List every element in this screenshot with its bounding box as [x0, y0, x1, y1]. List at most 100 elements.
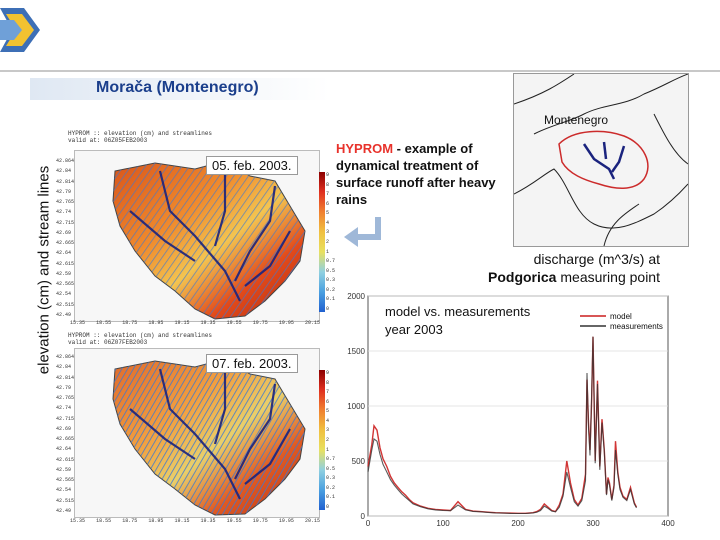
y-tick-label: 500 — [352, 457, 366, 466]
colorbar-tick-label: 0.7 — [326, 258, 336, 265]
discharge-chart: 0 500 1000 1500 2000 0 100 200 300 400 model vs.… — [347, 292, 675, 528]
map-ytick-label: 42.64 — [56, 446, 72, 453]
map-xtick-label: 20.15 — [304, 518, 320, 524]
map-ytick-label: 42.54 — [56, 291, 72, 298]
header-bar — [0, 0, 720, 72]
map-xtick-label: 18.55 — [96, 518, 112, 524]
series-line-model — [367, 336, 638, 515]
map-ytick-label: 42.615 — [56, 456, 75, 463]
colorbar-tick-label: 0.3 — [326, 475, 336, 482]
y-tick-label: 1000 — [347, 402, 365, 411]
vertical-axis-label: elevation (cm) and stream lines — [34, 100, 54, 440]
map-ytick-label: 42.515 — [56, 301, 75, 308]
chart-legend: model measurements — [580, 312, 663, 331]
colorbar-tick-label: 0.5 — [326, 465, 336, 472]
map-xtick-label: 19.35 — [200, 320, 216, 326]
montenegro-inset-map: Montenegro — [513, 73, 689, 247]
map-ytick-label: 42.665 — [56, 240, 75, 247]
elevation-map-1 — [74, 150, 320, 322]
map-xtick-label: 18.95 — [148, 320, 164, 326]
hyprom-annotation: HYPROM - example of dynamical treatment … — [336, 140, 511, 208]
hyprom-description: - example of dynamical treatment of surf… — [336, 141, 496, 207]
map-ytick-label: 42.515 — [56, 497, 75, 504]
colorbar-tick-label: 5 — [326, 408, 330, 415]
colorbar-tick-label: 0 — [326, 503, 330, 510]
colorbar-tick-label: 7 — [326, 191, 330, 198]
map-ytick-label: 42.59 — [56, 466, 72, 473]
map-ytick-label: 42.565 — [56, 477, 75, 484]
map-xtick-label: 19.55 — [226, 320, 242, 326]
map-ytick-label: 42.59 — [56, 270, 72, 277]
map-ytick-label: 42.84 — [56, 168, 72, 175]
map-xtick-label: 19.35 — [200, 518, 216, 524]
map-2-xticks: 15.35 18.55 18.75 18.95 19.15 19.35 19.55 19.75… — [70, 518, 320, 524]
map-ytick-label: 42.814 — [56, 178, 75, 185]
legend-label-model: model — [610, 312, 632, 321]
map-xtick-label: 19.75 — [252, 320, 268, 326]
discharge-caption: discharge (m^3/s) at Podgorica measuring… — [440, 250, 660, 286]
map-ytick-label: 42.69 — [56, 229, 72, 236]
map-xtick-label: 18.95 — [148, 518, 164, 524]
colorbar-tick-label: 0.1 — [326, 494, 336, 501]
map-ytick-label: 42.765 — [56, 199, 75, 206]
map-2-colorbar-ticks: 9 8 7 6 5 4 3 2 1 0.7 0.5 0.3 0.2 0.1 0 — [326, 370, 335, 510]
colorbar-tick-label: 3 — [326, 427, 330, 434]
x-tick-label: 300 — [586, 519, 600, 528]
map-2-date: 07. feb. 2003. — [206, 354, 298, 373]
map-xtick-label: 19.15 — [174, 320, 190, 326]
colorbar-tick-label: 0.3 — [326, 277, 336, 284]
map-ytick-label: 42.74 — [56, 209, 72, 216]
slide-title: Morača (Montenegro) — [96, 79, 259, 96]
map-1-yticks: 42.864 42.84 42.814 42.79 42.765 42.74 42.715 4… — [56, 158, 74, 318]
discharge-line-2-rest: measuring point — [556, 269, 660, 285]
colorbar-tick-label: 0.2 — [326, 484, 336, 491]
map-ytick-label: 42.69 — [56, 425, 72, 432]
chart-subtitle: year 2003 — [385, 322, 443, 337]
map-xtick-label: 18.75 — [122, 518, 138, 524]
colorbar-tick-label: 3 — [326, 229, 330, 236]
colorbar-tick-label: 0 — [326, 305, 330, 312]
map-ytick-label: 42.814 — [56, 374, 75, 381]
map-2-colorbar — [319, 370, 325, 510]
map-1-xticks: 15.35 18.55 18.75 18.95 19.15 19.35 19.55 19.75… — [70, 320, 320, 326]
colorbar-tick-label: 4 — [326, 219, 330, 226]
map-ytick-label: 42.54 — [56, 487, 72, 494]
map-ytick-label: 42.64 — [56, 250, 72, 257]
chart-title: model vs. measurements — [385, 304, 531, 319]
discharge-line-2: Podgorica measuring point — [440, 268, 660, 286]
map-ytick-label: 42.79 — [56, 384, 72, 391]
colorbar-tick-label: 6 — [326, 398, 330, 405]
map-ytick-label: 42.74 — [56, 405, 72, 412]
map-2-yticks: 42.864 42.84 42.814 42.79 42.765 42.74 42.715 4… — [56, 354, 74, 514]
colorbar-tick-label: 1 — [326, 446, 330, 453]
colorbar-tick-label: 0.7 — [326, 456, 336, 463]
colorbar-tick-label: 9 — [326, 370, 330, 376]
map-1-header: HYPROM :: elevation (cm) and streamlines… — [68, 130, 212, 144]
colorbar-tick-label: 8 — [326, 379, 330, 386]
map-2-header: HYPROM :: elevation (cm) and streamlines… — [68, 332, 212, 346]
map-xtick-label: 19.95 — [278, 320, 294, 326]
curved-arrow-icon — [344, 217, 381, 247]
colorbar-tick-label: 2 — [326, 238, 330, 245]
y-tick-label: 2000 — [347, 292, 365, 301]
map-ytick-label: 42.615 — [56, 260, 75, 267]
x-tick-label: 0 — [366, 519, 371, 528]
colorbar-tick-label: 5 — [326, 210, 330, 217]
x-tick-label: 200 — [511, 519, 525, 528]
y-tick-label: 0 — [361, 512, 366, 521]
colorbar-tick-label: 0.1 — [326, 296, 336, 303]
colorbar-tick-label: 0.2 — [326, 286, 336, 293]
map-ytick-label: 42.715 — [56, 415, 75, 422]
map-xtick-label: 15.35 — [70, 320, 86, 326]
vertical-axis-label-text: elevation (cm) and stream lines — [35, 165, 53, 375]
map-ytick-label: 42.565 — [56, 281, 75, 288]
map-1-colorbar — [319, 172, 325, 312]
map-ytick-label: 42.49 — [56, 507, 72, 514]
map-xtick-label: 15.35 — [70, 518, 86, 524]
map-2-header-line2: valid at: 06Z07FEB2003 — [68, 339, 148, 346]
map-ytick-label: 42.765 — [56, 395, 75, 402]
map-xtick-label: 19.75 — [252, 518, 268, 524]
map-ytick-label: 42.715 — [56, 219, 75, 226]
header-divider — [0, 70, 720, 72]
series-line-measurements — [367, 336, 637, 515]
